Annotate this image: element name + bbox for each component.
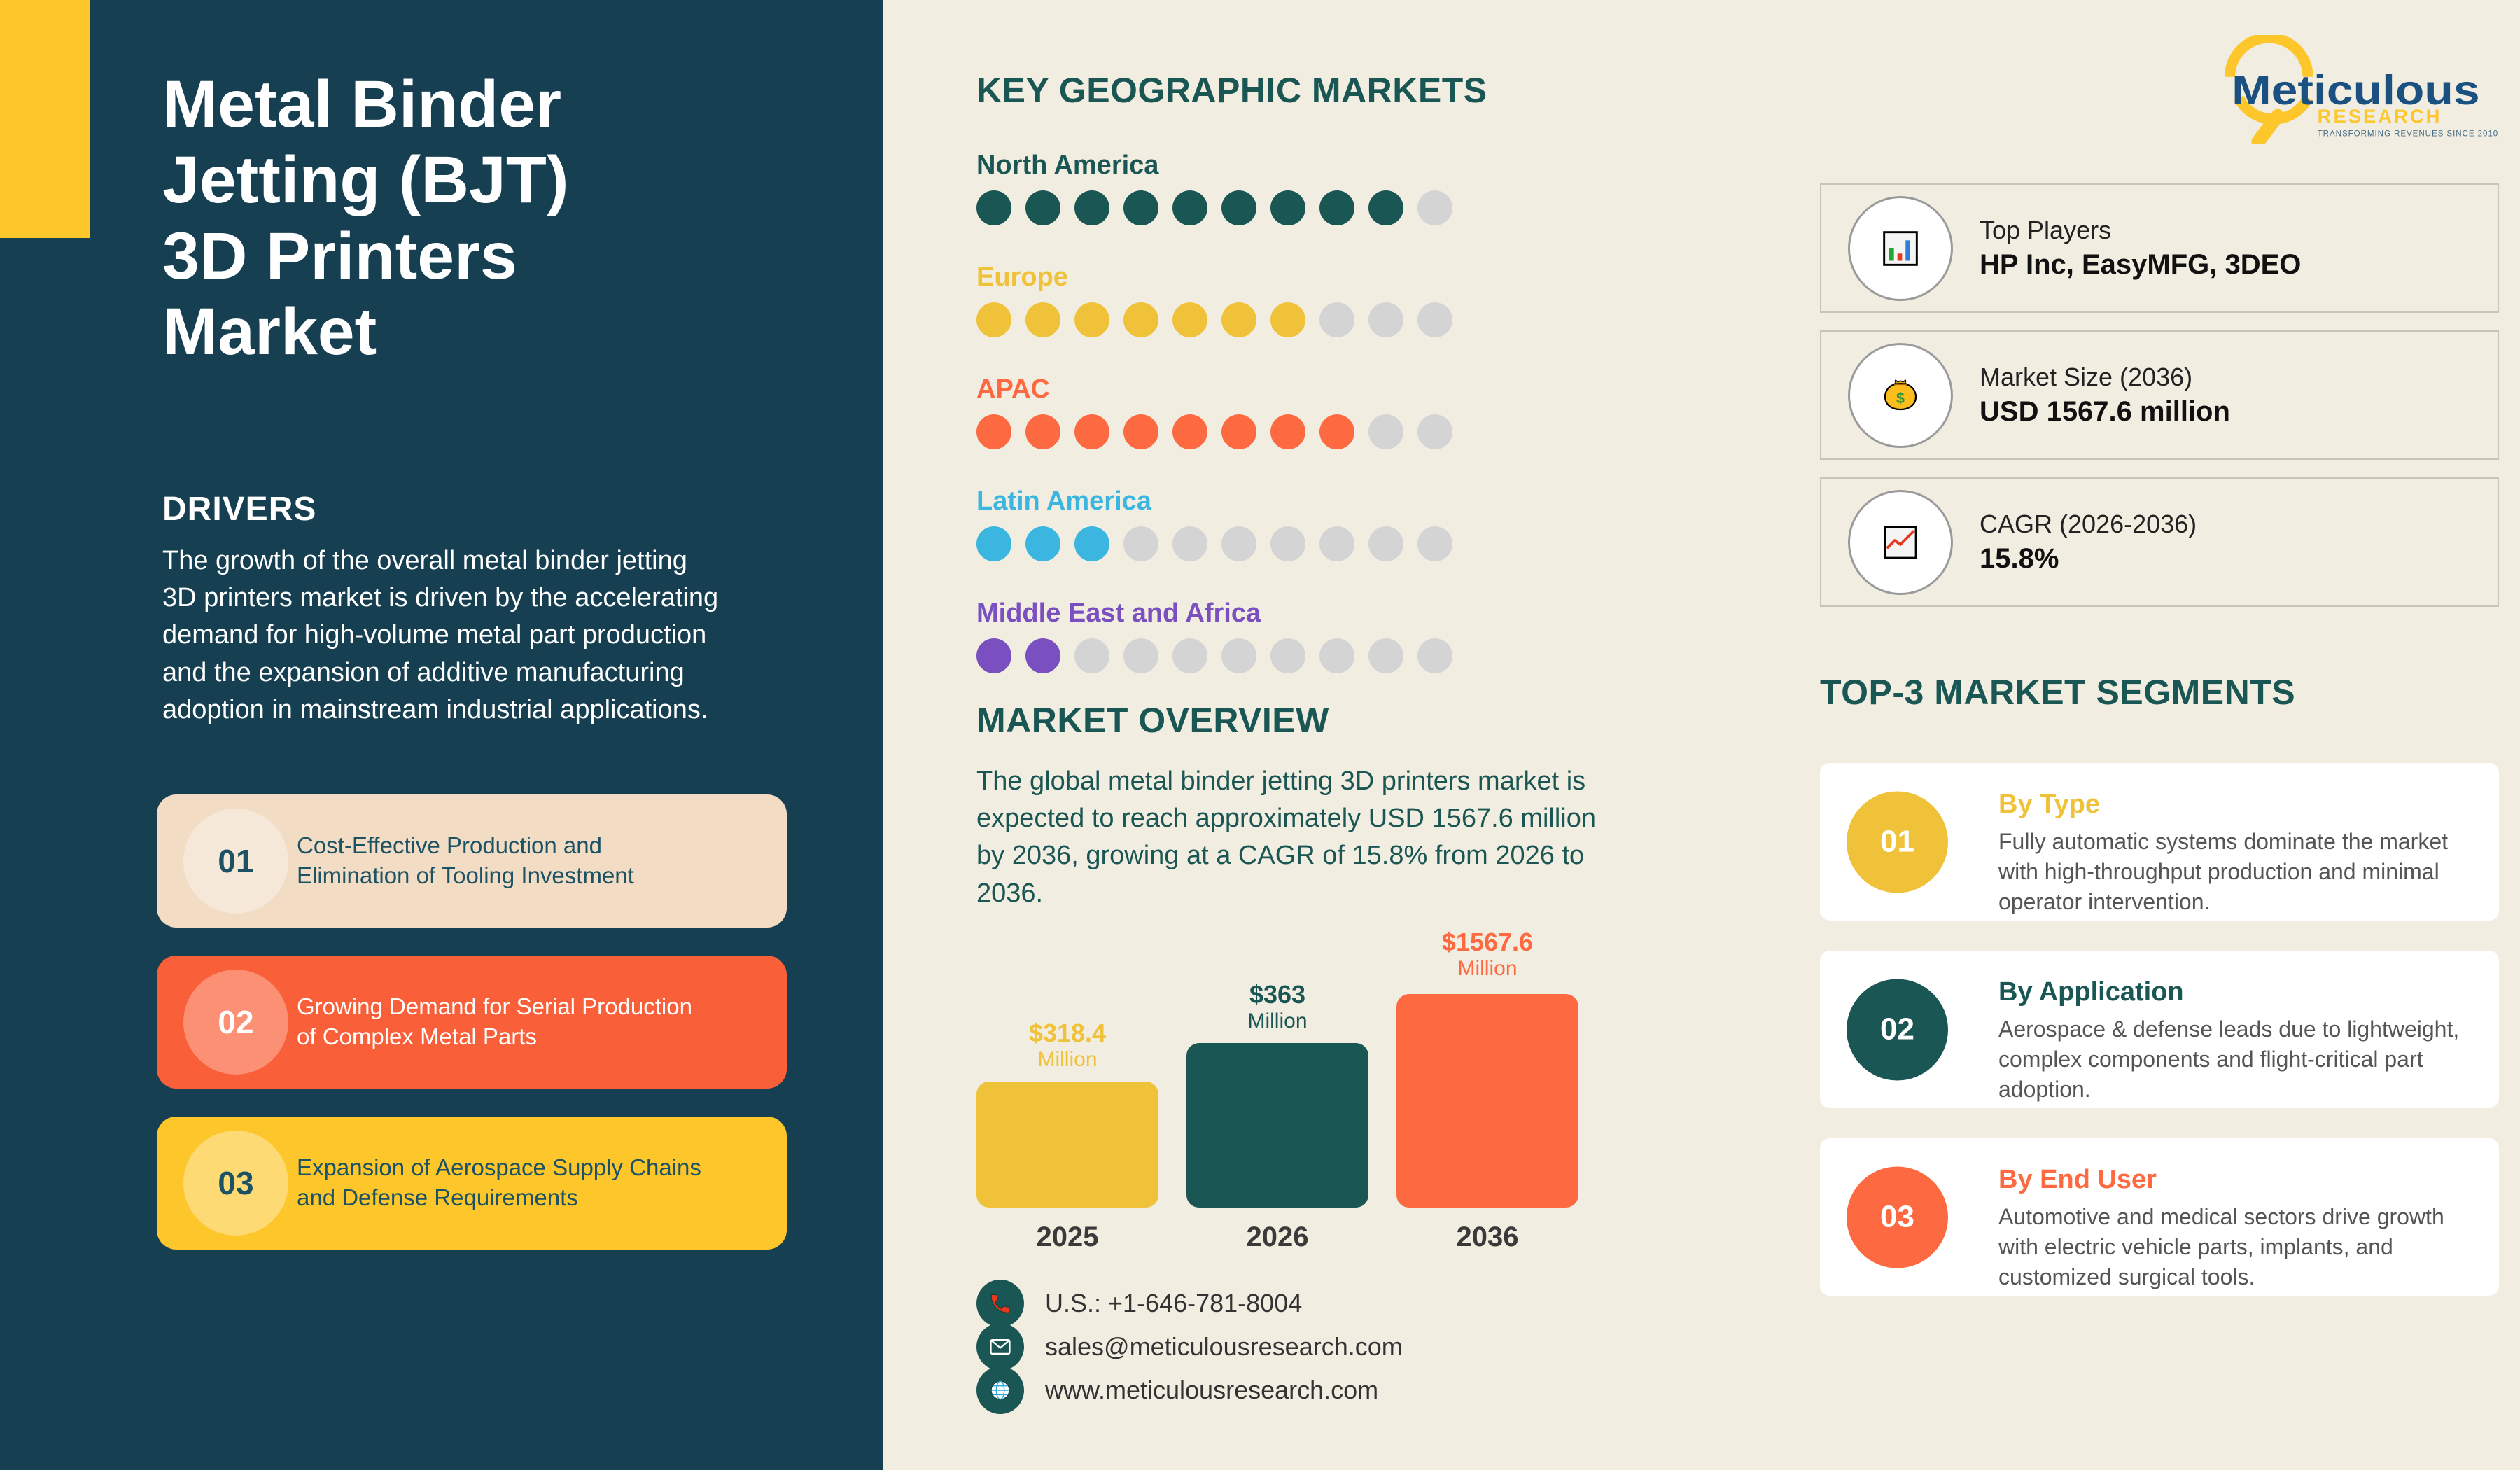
svg-text:TRANSFORMING REVENUES SINCE 20: TRANSFORMING REVENUES SINCE 2010 — [2318, 129, 2499, 138]
svg-text:$: $ — [1896, 390, 1905, 407]
svg-text:RESEARCH: RESEARCH — [2318, 106, 2442, 127]
